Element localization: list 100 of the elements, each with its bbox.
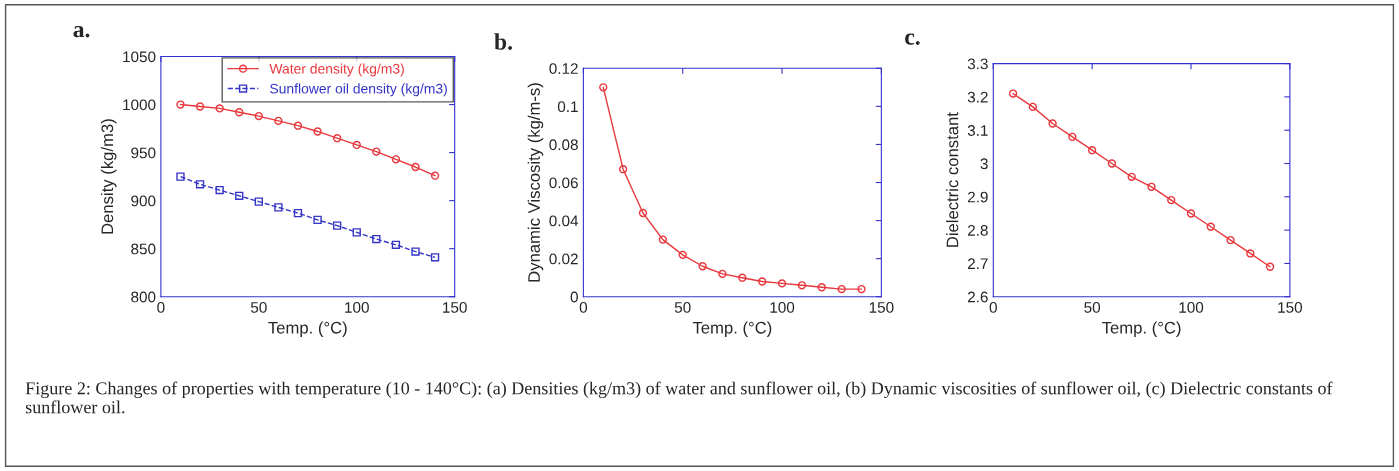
point xyxy=(254,111,263,121)
point xyxy=(352,140,361,150)
point xyxy=(718,269,727,279)
point xyxy=(313,127,322,136)
caption: Figure 2: Changes of properties with temperature (10 - 140°C): (a) Densities (kg/m3) of water and sunflower oil, (b) Dynamic viscosities of sunflower oil, (c) Dielectric constants of sunflower oil. xyxy=(25,381,1333,414)
point xyxy=(313,215,322,225)
point xyxy=(1167,195,1176,205)
point xyxy=(738,273,747,282)
point xyxy=(1087,146,1097,155)
y-tick-label: 0.02 xyxy=(549,253,578,265)
point xyxy=(430,253,440,262)
y-tick-label: 0.1 xyxy=(557,101,578,113)
x-tick-label: 0 xyxy=(989,301,997,313)
y-tick-label: 2.6 xyxy=(967,291,988,303)
point xyxy=(638,208,648,218)
y-tick-label: 0 xyxy=(570,291,578,303)
point xyxy=(1028,102,1038,112)
point xyxy=(817,283,826,292)
point xyxy=(411,247,420,256)
y-axis-title: Density (kg/m3) xyxy=(100,119,117,234)
point xyxy=(857,284,866,294)
y-tick-label: 2.9 xyxy=(967,191,988,203)
chart-title: c. xyxy=(905,33,920,45)
x-axis-title: Temp. (°C) xyxy=(692,321,772,337)
point xyxy=(1008,89,1018,98)
y-tick-label: 1050 xyxy=(123,51,156,63)
y-tick-label: 3.1 xyxy=(967,125,988,136)
point xyxy=(758,277,767,286)
x-axis-title: Temp. (°C) xyxy=(1102,321,1181,337)
y-tick-label: 800 xyxy=(131,291,156,303)
y-tick-label: 3 xyxy=(980,158,988,170)
y-tick-label: 1000 xyxy=(123,99,156,111)
y-tick-label: 850 xyxy=(131,243,156,255)
y-tick-label: 900 xyxy=(131,195,156,207)
point xyxy=(215,104,224,113)
point xyxy=(430,171,440,180)
point xyxy=(332,134,342,143)
point xyxy=(1186,209,1196,218)
point xyxy=(1246,249,1255,258)
point xyxy=(411,162,420,172)
point xyxy=(658,235,668,244)
y-axis-title: Dynamic Viscosity (kg/m-s) xyxy=(527,83,544,282)
point xyxy=(698,262,707,271)
point xyxy=(293,121,303,130)
point xyxy=(1068,132,1077,142)
point xyxy=(1226,235,1235,245)
point xyxy=(797,281,807,290)
legend-label: Water density (kg/m3) xyxy=(269,63,404,77)
x-tick-label: 150 xyxy=(869,301,894,313)
x-tick-label: 50 xyxy=(250,301,267,313)
y-tick-label: 3.3 xyxy=(967,58,988,70)
x-tick-label: 100 xyxy=(345,301,369,313)
point xyxy=(332,221,342,230)
x-tick-label: 50 xyxy=(674,301,691,313)
point xyxy=(274,203,283,212)
y-tick-label: 0.06 xyxy=(549,177,578,189)
x-tick-label: 150 xyxy=(443,301,467,313)
point xyxy=(1048,119,1057,128)
point xyxy=(176,100,185,109)
point xyxy=(195,102,205,111)
point xyxy=(1127,172,1136,181)
point xyxy=(1265,262,1275,271)
chart-title: b. xyxy=(494,33,512,50)
chart-title: a. xyxy=(73,26,90,38)
point xyxy=(599,83,608,92)
point xyxy=(1147,182,1156,191)
point xyxy=(678,250,687,260)
x-axis-title: Temp. (°C) xyxy=(268,321,347,337)
y-tick-label: 950 xyxy=(131,147,156,159)
point xyxy=(235,191,244,201)
y-tick-label: 2.7 xyxy=(967,258,988,269)
legend-label: Sunflower oil density (kg/m3) xyxy=(270,83,447,97)
point xyxy=(1107,159,1117,168)
x-tick-label: 50 xyxy=(1084,301,1101,313)
point xyxy=(618,165,628,174)
point xyxy=(176,172,185,181)
y-tick-label: 0.04 xyxy=(549,215,579,227)
y-tick-label: 3.2 xyxy=(967,91,988,103)
point xyxy=(254,197,263,206)
point xyxy=(837,284,846,294)
point xyxy=(195,180,205,189)
point xyxy=(777,279,787,288)
x-tick-label: 100 xyxy=(770,301,795,313)
point xyxy=(372,147,381,156)
point xyxy=(1206,222,1215,231)
point xyxy=(293,208,303,218)
x-tick-label: 0 xyxy=(579,301,588,313)
x-tick-label: 100 xyxy=(1179,301,1204,313)
y-tick-label: 2.8 xyxy=(967,224,988,236)
point xyxy=(372,234,381,244)
point xyxy=(352,228,361,237)
y-tick-label: 0.12 xyxy=(549,63,578,74)
point xyxy=(391,240,401,250)
y-axis-title: Dielectric constant xyxy=(946,112,959,247)
y-tick-label: 0.08 xyxy=(549,139,578,151)
point xyxy=(391,155,401,164)
point xyxy=(235,108,244,117)
point xyxy=(215,185,224,195)
x-tick-label: 150 xyxy=(1278,301,1303,313)
point xyxy=(274,116,283,126)
